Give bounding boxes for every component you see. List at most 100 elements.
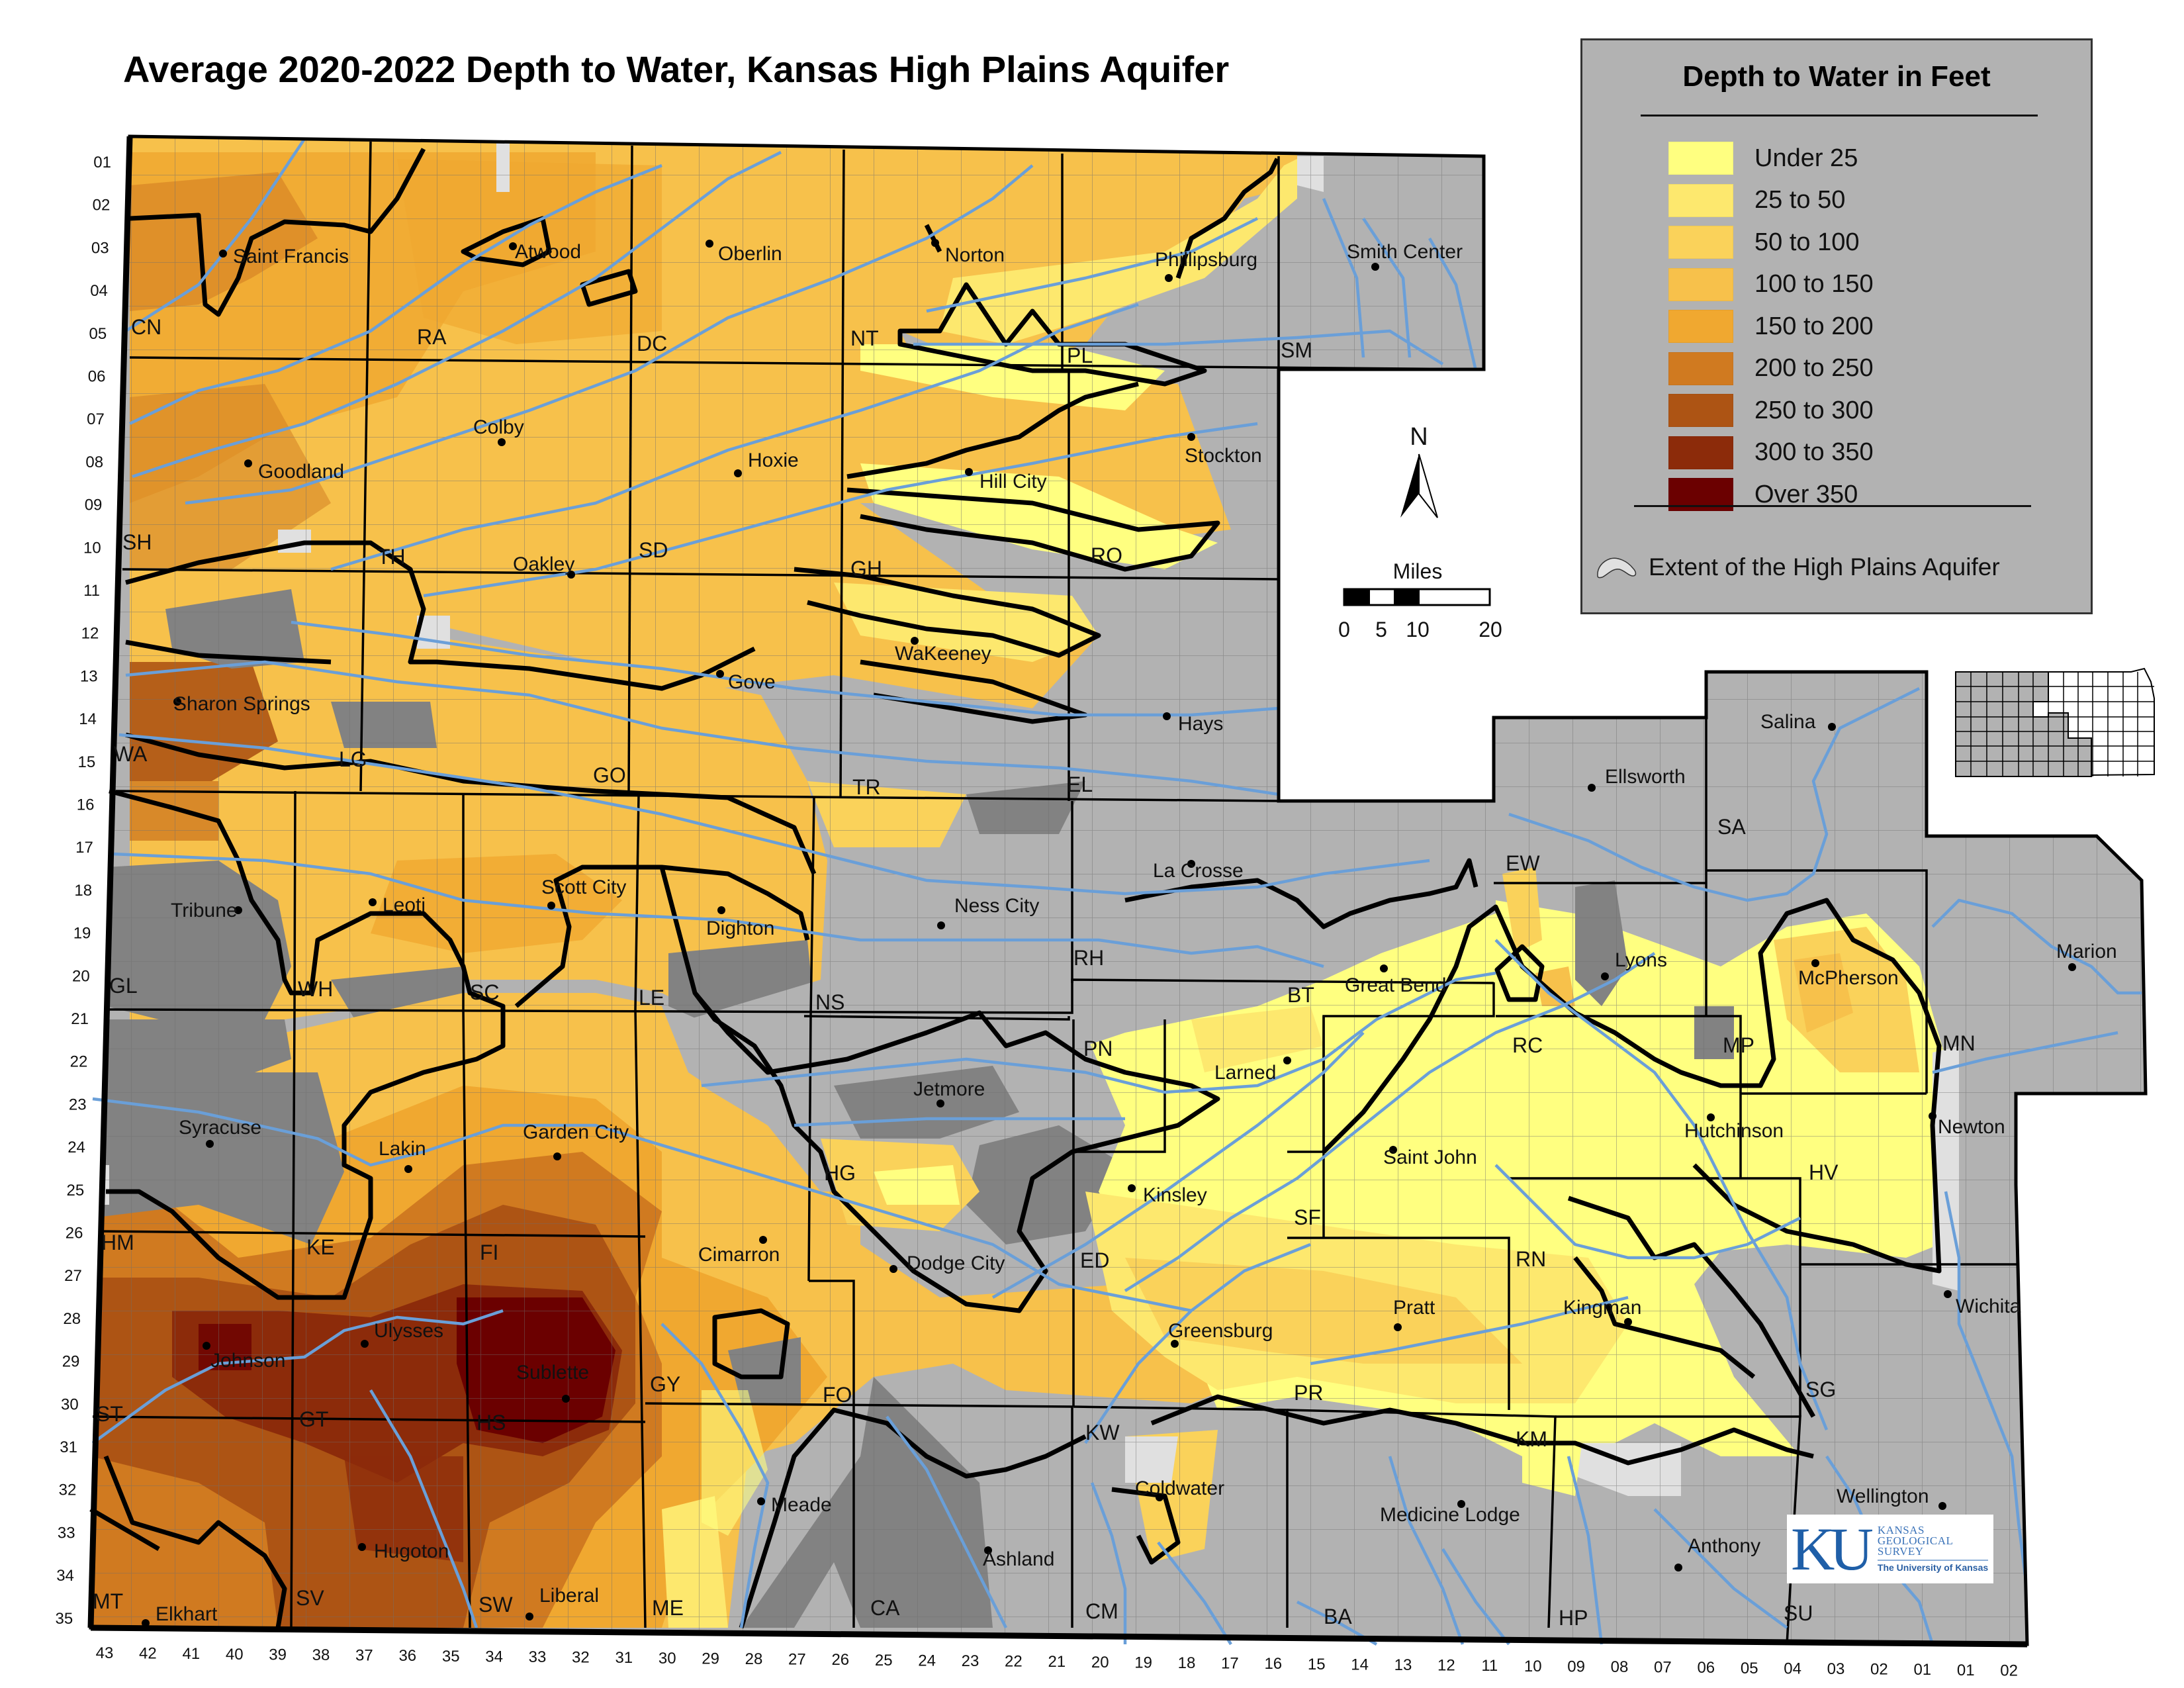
range-label: 30	[659, 1650, 676, 1667]
range-label: 14	[1351, 1656, 1369, 1673]
row-label: 14	[79, 710, 97, 728]
north-arrow: N	[1400, 423, 1438, 518]
range-label: 11	[1481, 1657, 1498, 1675]
city-marker-icon	[509, 242, 517, 250]
row-label: 12	[81, 625, 99, 643]
legend-label: 50 to 100	[1754, 228, 1860, 256]
city-marker-icon	[1944, 1290, 1952, 1298]
county-code-sg: SG	[1805, 1378, 1836, 1401]
city-label: Hoxie	[748, 449, 799, 471]
row-label: 19	[73, 925, 91, 943]
county-code-gh: GH	[850, 557, 882, 581]
city-label: Ness City	[954, 895, 1039, 917]
county-code-sm: SM	[1281, 338, 1312, 362]
city-label: Scott City	[541, 876, 626, 898]
county-code-hp: HP	[1559, 1606, 1588, 1630]
county-code-rh: RH	[1073, 946, 1104, 970]
city-marker-icon	[717, 906, 725, 914]
range-label: 06	[1697, 1659, 1715, 1677]
row-label: 18	[74, 882, 92, 900]
county-code-hm: HM	[101, 1231, 134, 1254]
scale-bar: Miles 0 5 10 20	[1338, 559, 1502, 641]
city-marker-icon	[203, 1342, 210, 1350]
range-label: 12	[1437, 1657, 1455, 1675]
county-code-ew: EW	[1506, 851, 1540, 875]
legend: Depth to Water in Feet Under 25 25 to 50 5…	[1580, 38, 2093, 614]
row-label: 35	[55, 1610, 73, 1628]
city-marker-icon	[553, 1152, 561, 1160]
row-label: 13	[80, 667, 98, 685]
range-label: 18	[1178, 1654, 1196, 1672]
city-marker-icon	[404, 1165, 412, 1173]
range-label: 38	[312, 1646, 330, 1664]
city-marker-icon	[1128, 1184, 1136, 1192]
county-code-ke: KE	[306, 1235, 335, 1259]
county-code-go: GO	[593, 763, 626, 787]
city-marker-icon	[1811, 959, 1819, 967]
row-label: 34	[56, 1567, 74, 1585]
city-marker-icon	[361, 1340, 369, 1348]
row-label: 11	[83, 582, 100, 600]
county-code-hg: HG	[824, 1161, 856, 1185]
range-label: 40	[226, 1646, 244, 1664]
range-label: 17	[1221, 1655, 1239, 1673]
city-marker-icon	[206, 1140, 214, 1148]
inset-locator-map	[1955, 667, 2155, 778]
logo-line-1: KANSAS	[1877, 1524, 1925, 1536]
city-label: McPherson	[1798, 967, 1899, 989]
county-code-dc: DC	[637, 332, 667, 355]
legend-label: 100 to 150	[1754, 270, 1874, 298]
city-label: Hill City	[979, 471, 1047, 492]
city-marker-icon	[1707, 1113, 1715, 1121]
range-label: 21	[1048, 1653, 1066, 1671]
city-marker-icon	[759, 1236, 767, 1244]
legend-item: 100 to 150	[1668, 266, 1874, 303]
county-code-hv: HV	[1809, 1160, 1839, 1184]
city-marker-icon	[1588, 784, 1596, 792]
county-code-pr: PR	[1294, 1381, 1323, 1405]
county-boundaries	[92, 141, 2019, 1645]
range-label: 33	[529, 1648, 547, 1666]
city-label: Coldwater	[1135, 1477, 1224, 1499]
county-code-ro: RO	[1091, 543, 1122, 567]
city-label: Greensburg	[1168, 1320, 1273, 1342]
range-label: 16	[1264, 1655, 1282, 1673]
legend-label: 300 to 350	[1754, 438, 1874, 466]
legend-swatch	[1668, 267, 1733, 301]
city-label: Wellington	[1837, 1485, 1929, 1507]
county-code-su: SU	[1784, 1601, 1813, 1625]
row-label: 22	[70, 1053, 88, 1071]
row-label: 33	[58, 1524, 75, 1542]
city-label: Dighton	[706, 917, 774, 939]
legend-divider-top	[1641, 115, 2038, 117]
range-label: 32	[572, 1649, 590, 1667]
city-label: Lyons	[1615, 949, 1667, 971]
city-label: Meade	[771, 1494, 832, 1516]
city-marker-icon	[525, 1613, 533, 1620]
city-marker-icon	[1187, 433, 1195, 441]
range-label: 41	[182, 1645, 200, 1663]
city-marker-icon	[1371, 263, 1379, 271]
range-label: 35	[442, 1648, 460, 1665]
city-label: Lakin	[379, 1138, 426, 1160]
city-marker-icon	[705, 240, 713, 248]
aquifer-extent-icon	[1597, 557, 1637, 579]
kansas-outline	[89, 134, 2148, 1646]
city-label: Phillipsburg	[1155, 249, 1257, 271]
city-marker-icon	[234, 906, 242, 914]
city-marker-icon	[142, 1619, 150, 1627]
city-label: Goodland	[258, 461, 344, 483]
range-label: 01	[1957, 1662, 1975, 1679]
legend-item: Under 25	[1668, 140, 1858, 177]
range-label: 31	[615, 1649, 633, 1667]
city-label: Liberal	[539, 1585, 599, 1607]
county-code-sv: SV	[296, 1586, 324, 1610]
range-column-labels: 43 42 41 40 39 38 37 36 35 34 33 32 31 30 29 28 27 26 25 24…	[96, 1644, 2018, 1679]
city-labels: Saint Francis Atwood Oberlin Norton Phillips…	[142, 239, 2117, 1627]
city-label: Jetmore	[913, 1078, 985, 1100]
city-marker-icon	[1457, 1500, 1465, 1508]
county-code-gt: GT	[299, 1407, 328, 1431]
city-label: Saint Francis	[233, 246, 349, 267]
city-label: Larned	[1214, 1062, 1276, 1084]
county-code-sa: SA	[1717, 815, 1746, 839]
